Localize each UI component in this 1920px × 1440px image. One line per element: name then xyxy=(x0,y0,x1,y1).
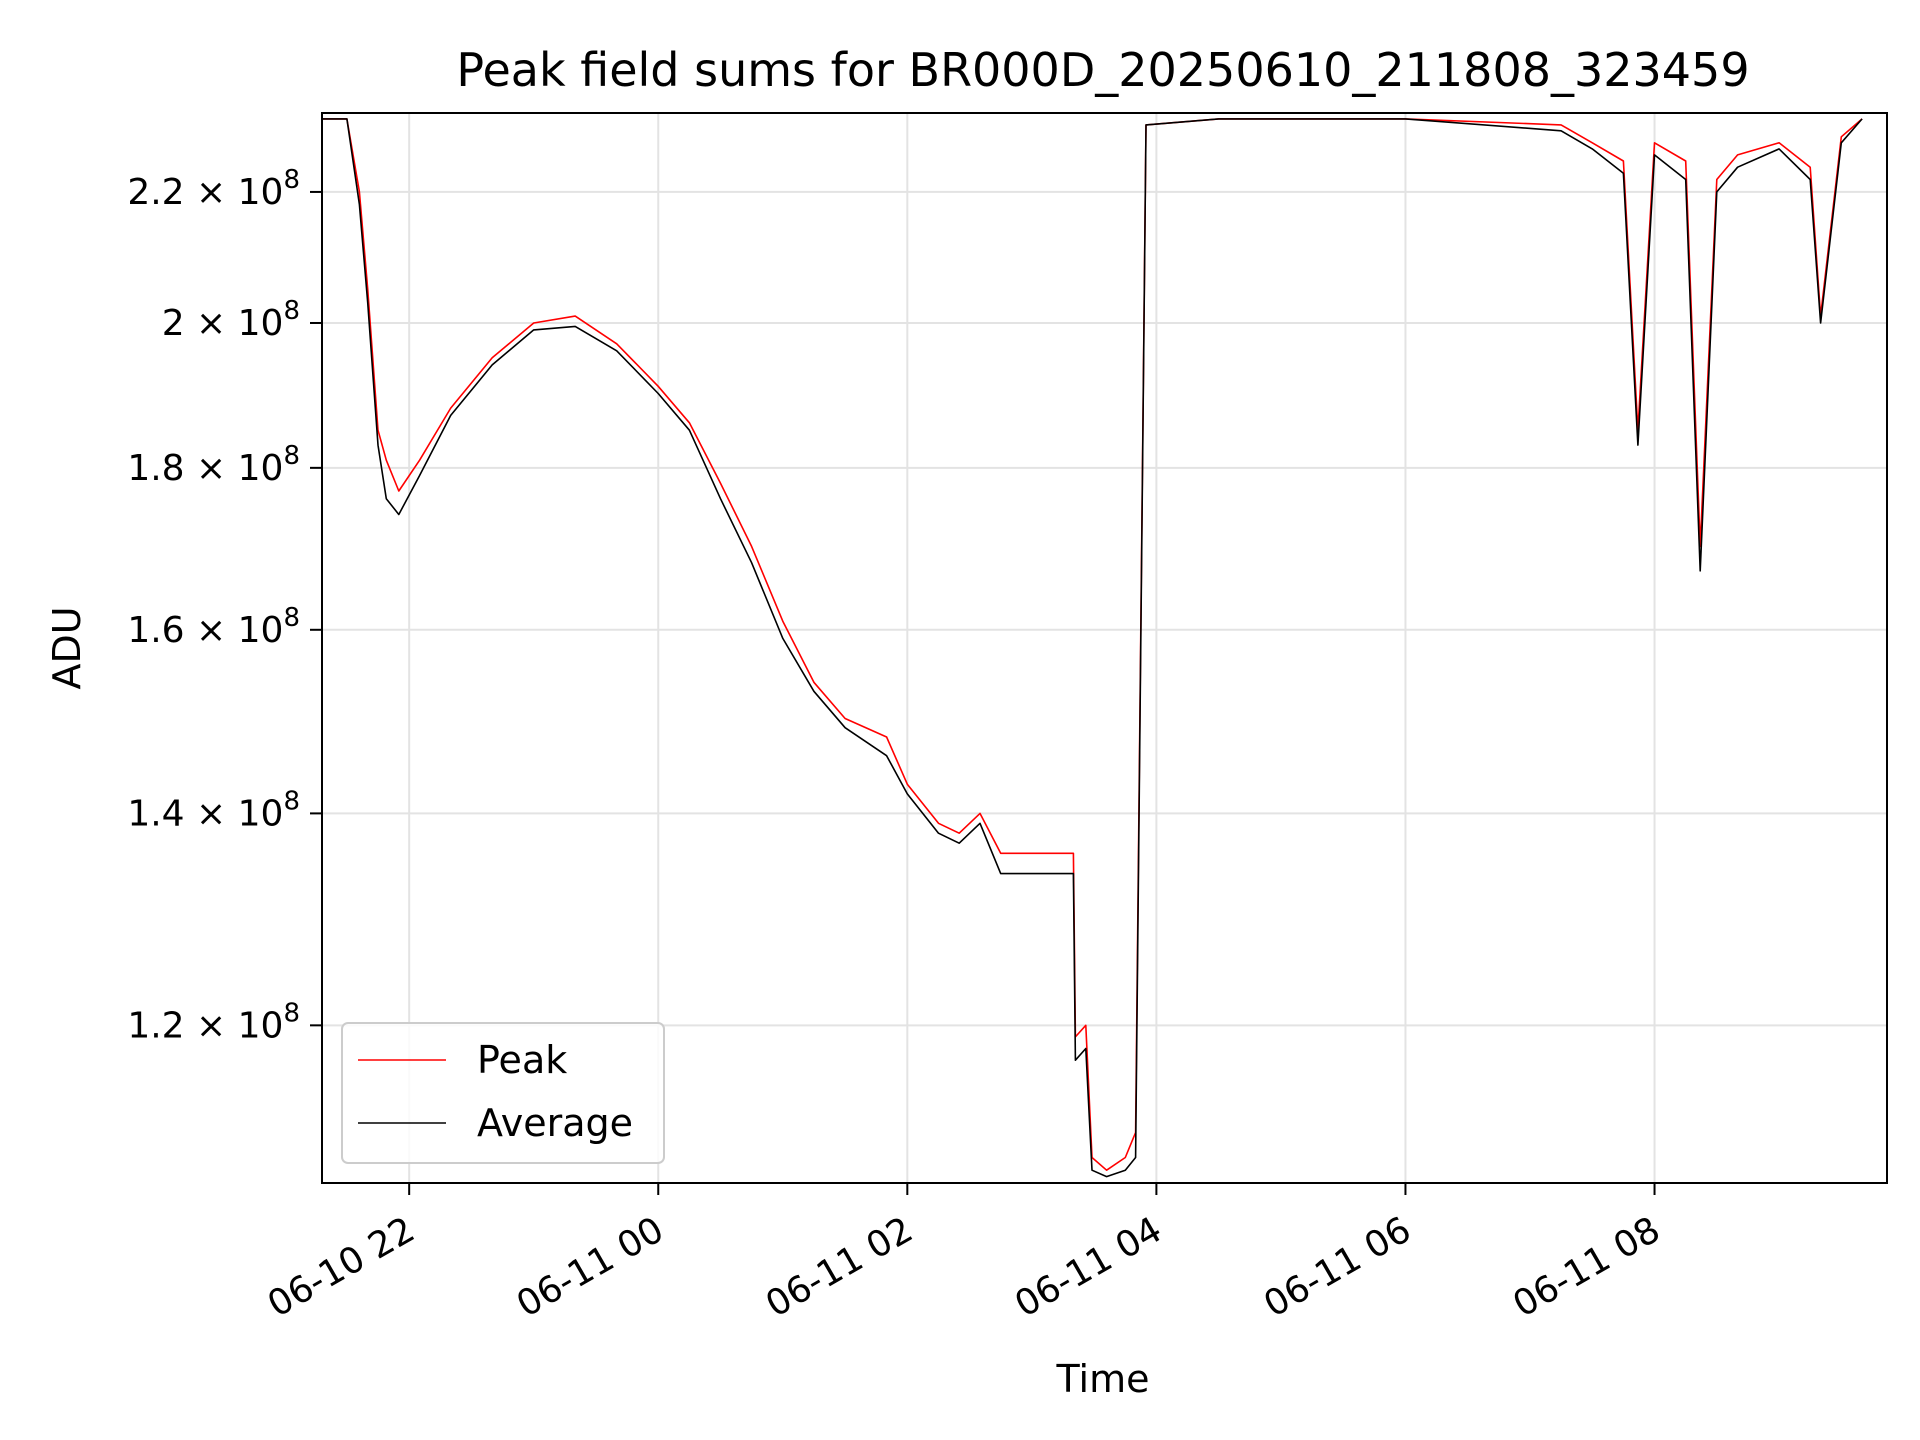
y-tick-label: 1.4 × 108 xyxy=(127,786,300,834)
chart-title: Peak field sums for BR000D_20250610_2118… xyxy=(456,43,1749,97)
y-tick-mantissa: 1.6 × 10 xyxy=(127,610,283,651)
y-tick-exponent: 8 xyxy=(283,786,300,816)
series-line-peak xyxy=(322,118,1863,1171)
legend-label-average: Average xyxy=(477,1101,633,1145)
y-tick-mantissa: 1.8 × 10 xyxy=(127,448,283,489)
series-line-average xyxy=(322,118,1863,1178)
plot-lines xyxy=(322,118,1863,1178)
legend-label-peak: Peak xyxy=(477,1038,567,1082)
y-tick-label: 1.6 × 108 xyxy=(127,603,300,651)
grid xyxy=(322,113,1887,1183)
y-tick-exponent: 8 xyxy=(283,603,300,633)
legend-box xyxy=(341,1022,665,1164)
y-tick-label: 2.2 × 108 xyxy=(127,165,300,213)
y-tick-label: 2 × 108 xyxy=(162,296,300,344)
legend: Peak Average xyxy=(341,1022,665,1164)
y-tick-exponent: 8 xyxy=(283,296,300,326)
y-tick-label: 1.8 × 108 xyxy=(127,441,300,489)
y-tick-exponent: 8 xyxy=(283,441,300,471)
x-axis-title: Time xyxy=(1056,1357,1150,1401)
plot-frame xyxy=(321,112,1888,1184)
y-tick-label: 1.2 × 108 xyxy=(127,998,300,1046)
y-tick-mantissa: 2 × 10 xyxy=(162,303,284,344)
y-tick-exponent: 8 xyxy=(283,998,300,1028)
y-axis-title: ADU xyxy=(45,606,89,689)
y-tick-mantissa: 2.2 × 10 xyxy=(127,172,283,213)
y-tick-mantissa: 1.2 × 10 xyxy=(127,1005,283,1046)
y-tick-mantissa: 1.4 × 10 xyxy=(127,793,283,834)
y-tick-exponent: 8 xyxy=(283,165,300,195)
